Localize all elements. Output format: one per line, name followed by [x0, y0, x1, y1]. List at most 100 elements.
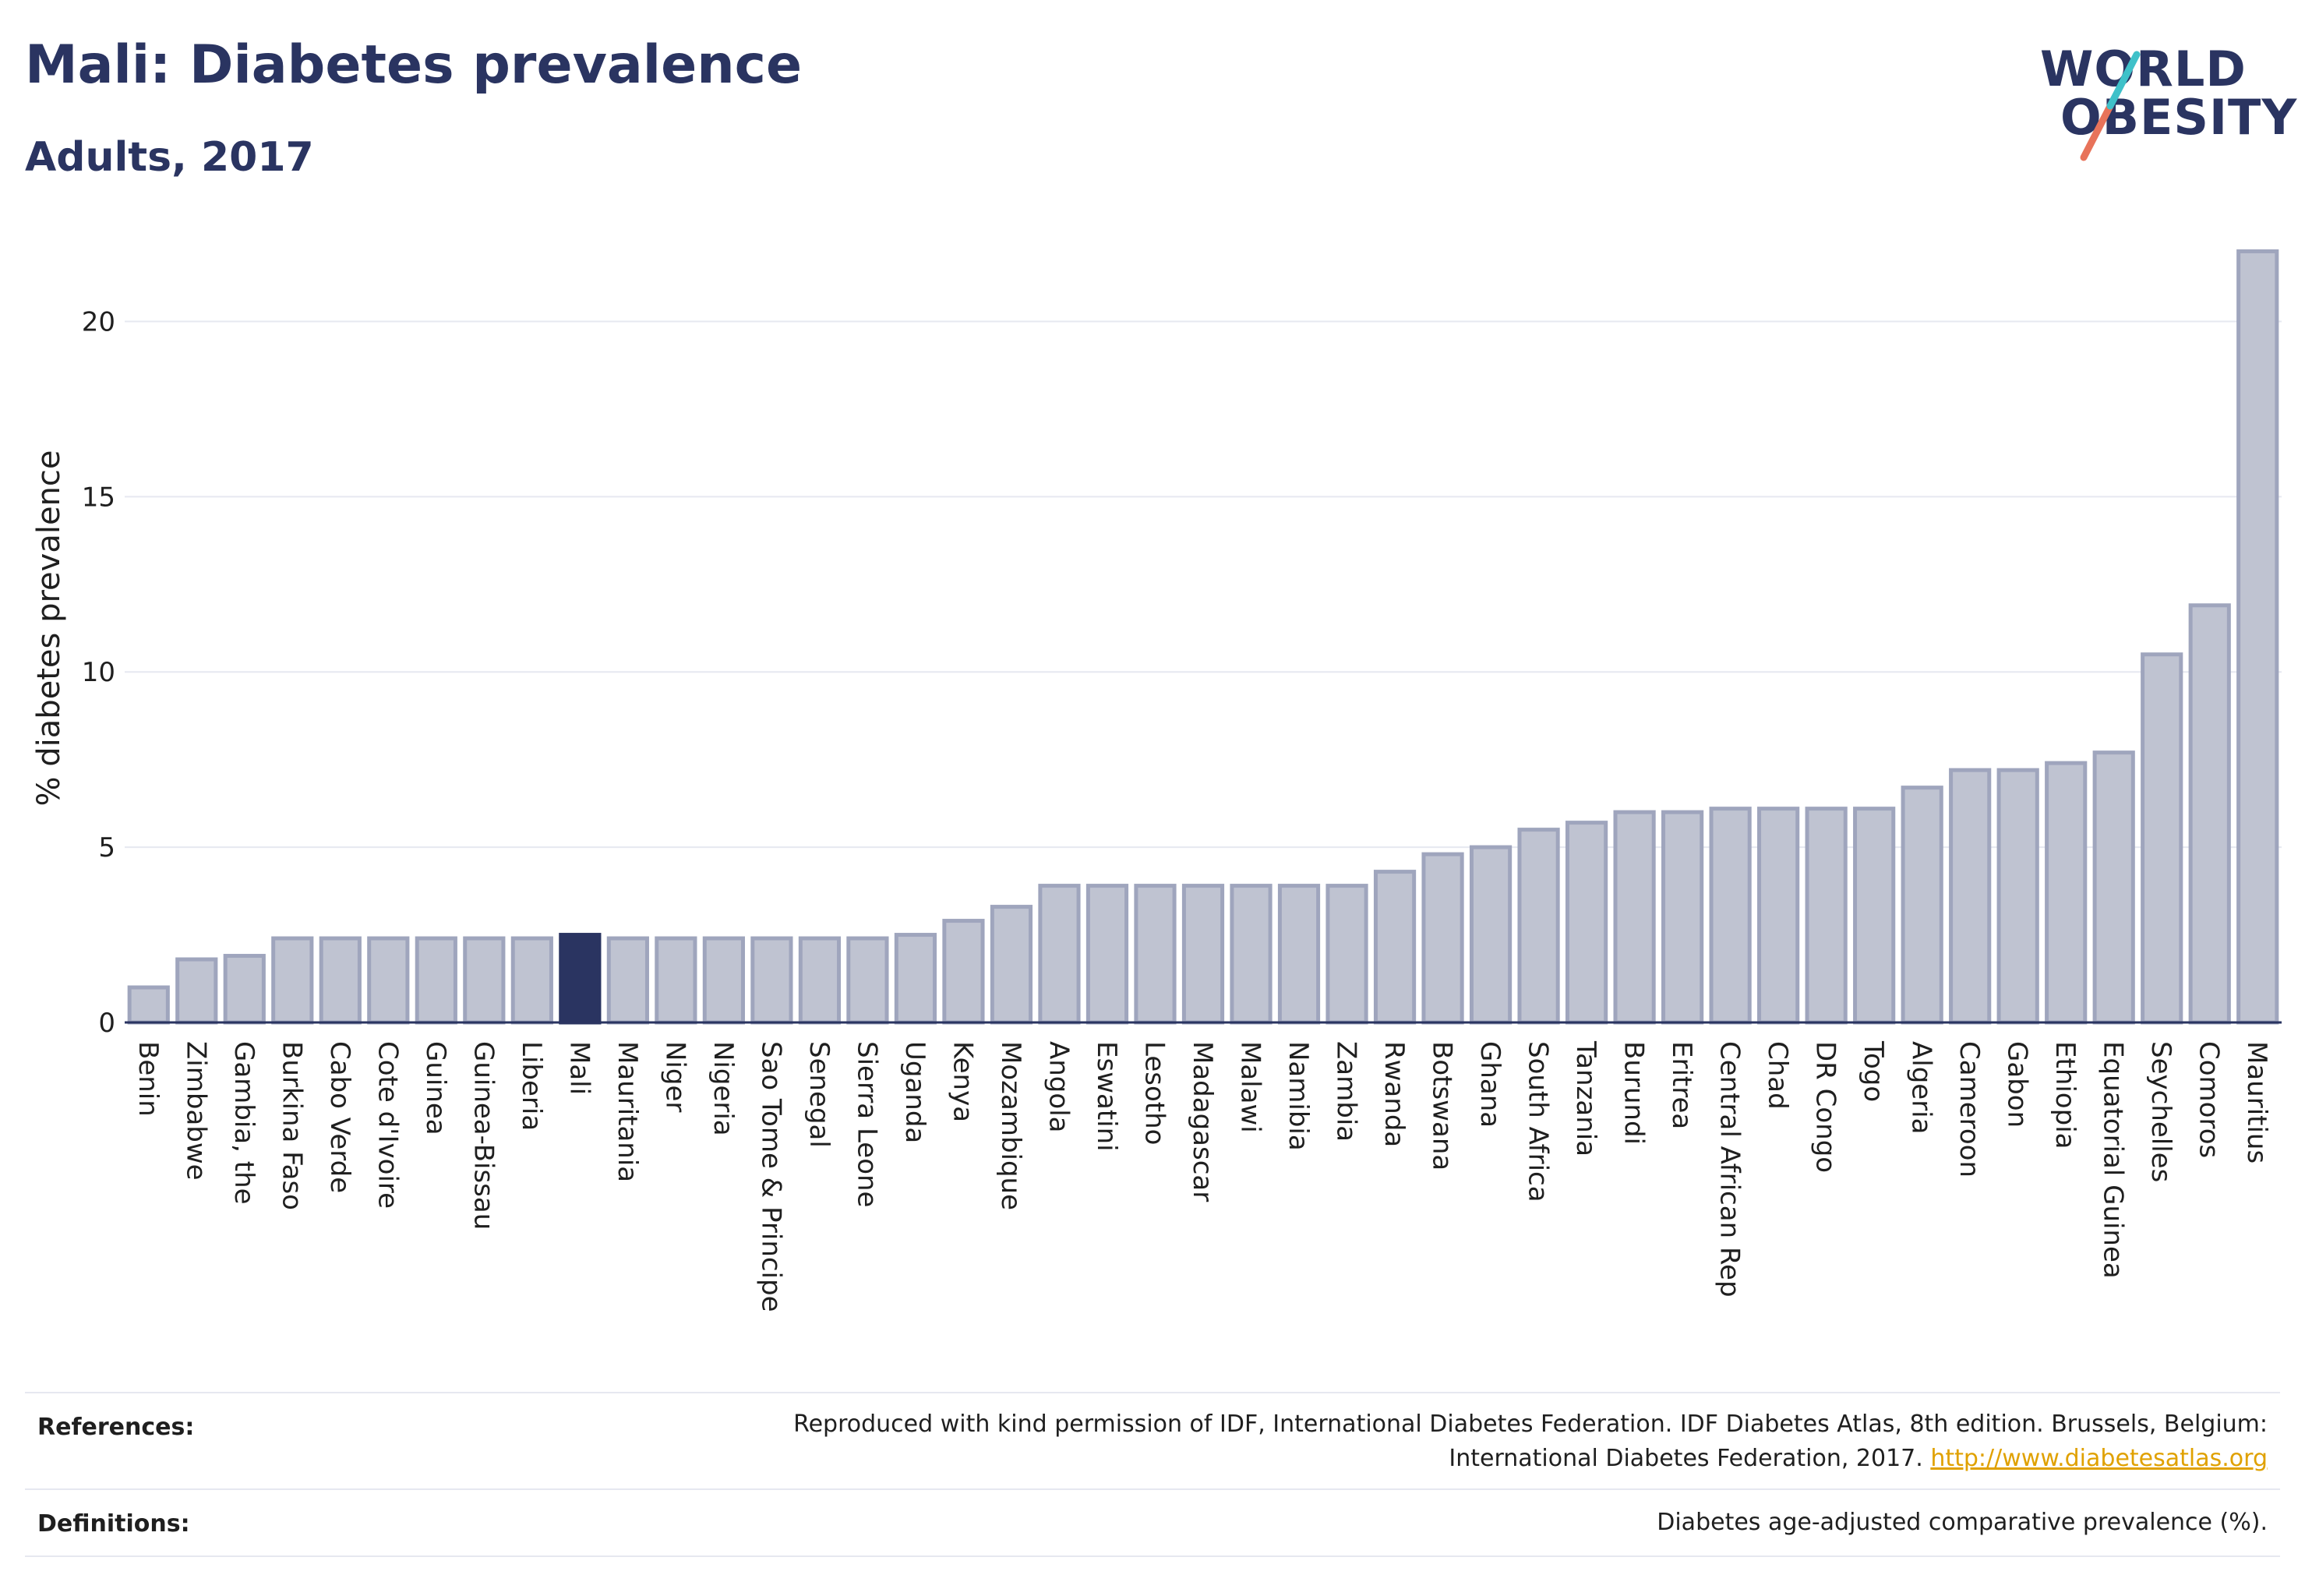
- bar: [223, 954, 266, 1025]
- bar: [1853, 807, 1896, 1025]
- logo-slash-icon: [2080, 51, 2141, 161]
- bar: [1085, 884, 1129, 1025]
- bar: [1613, 810, 1656, 1025]
- bar: [798, 936, 842, 1025]
- bar: [1709, 807, 1752, 1025]
- bar: [559, 933, 602, 1025]
- bar: [1277, 884, 1321, 1025]
- x-tick-label: Cameroon: [1954, 1041, 1985, 1178]
- bar: [2141, 652, 2183, 1025]
- bar: [1373, 870, 1417, 1025]
- x-tick-label: Mozambique: [995, 1041, 1026, 1210]
- x-tick-label: Tanzania: [1570, 1040, 1601, 1156]
- x-tick-label: Cabo Verde: [324, 1041, 355, 1193]
- x-tick-label: Uganda: [899, 1041, 930, 1143]
- bar: [127, 985, 170, 1025]
- x-tick-label: Gabon: [2002, 1041, 2033, 1128]
- references-label: References:: [37, 1414, 195, 1441]
- x-tick-label: Togo: [1858, 1040, 1889, 1102]
- x-tick-label: Comoros: [2194, 1041, 2225, 1158]
- x-tick-label: Senegal: [803, 1041, 835, 1148]
- bar: [1901, 786, 1943, 1025]
- x-tick-label: Cote d'Ivoire: [372, 1041, 403, 1209]
- references-line-2: International Diabetes Federation, 2017.: [1449, 1445, 1923, 1472]
- y-axis-title: % diabetes prevalence: [31, 450, 67, 806]
- bar: [1421, 852, 1464, 1025]
- bar-chart: 0 5 10 15 20 % diabetes prevalence Benin Zimbab…: [31, 249, 2282, 1312]
- x-tick-label: Lesotho: [1138, 1041, 1170, 1145]
- bar: [1469, 845, 1513, 1025]
- bar: [1949, 768, 1992, 1025]
- x-tick-label: Burkina Faso: [276, 1041, 307, 1210]
- bar: [367, 936, 410, 1025]
- x-tick-label: Gambia, the: [228, 1041, 259, 1205]
- references-section: References: Reproduced with kind permiss…: [25, 1392, 2280, 1563]
- bar: [1996, 768, 2039, 1025]
- bar: [1038, 884, 1081, 1025]
- x-tick-label: Madagascar: [1187, 1041, 1218, 1202]
- x-tick-label: Burundi: [1618, 1041, 1650, 1145]
- x-tick-label: DR Congo: [1810, 1041, 1841, 1173]
- bar: [606, 936, 649, 1025]
- x-tick-label: Nigeria: [708, 1041, 739, 1136]
- x-tick-label: Kenya: [947, 1041, 978, 1122]
- divider: [25, 1392, 2280, 1393]
- x-tick-label: Angola: [1043, 1041, 1074, 1132]
- x-tick-label: Mauritania: [612, 1041, 643, 1182]
- x-tick-label: Malawi: [1235, 1041, 1266, 1133]
- bar: [1805, 807, 1848, 1025]
- bar: [271, 936, 314, 1025]
- bar: [990, 905, 1033, 1025]
- x-tick-label: Seychelles: [2145, 1041, 2176, 1182]
- x-tick-label: Central African Rep: [1714, 1041, 1746, 1298]
- bar: [2188, 603, 2231, 1025]
- bar: [750, 936, 793, 1025]
- x-tick-label: Algeria: [1906, 1041, 1937, 1134]
- x-tick-label: Namibia: [1283, 1041, 1314, 1151]
- references-text: Reproduced with kind permission of IDF, …: [475, 1407, 2268, 1476]
- divider: [25, 1488, 2280, 1490]
- logo-line-1: WORLD: [2040, 41, 2247, 97]
- x-tick-label: Rwanda: [1378, 1041, 1410, 1147]
- x-tick-label: Guinea: [420, 1041, 451, 1135]
- bar: [894, 933, 937, 1025]
- bar: [2092, 750, 2135, 1025]
- world-obesity-logo[interactable]: WORLD OBESITY: [2040, 34, 2296, 167]
- x-tick-label: Liberia: [516, 1041, 547, 1131]
- y-tick-label: 5: [98, 832, 115, 863]
- chart-subtitle: Adults, 2017: [25, 134, 314, 181]
- bar: [1134, 884, 1177, 1025]
- x-tick-label: Sierra Leone: [851, 1041, 882, 1207]
- x-tick-label: Niger: [659, 1041, 690, 1112]
- x-tick-label: Botswana: [1427, 1041, 1458, 1171]
- definitions-text: Diabetes age-adjusted comparative preval…: [1657, 1509, 2268, 1536]
- bar: [942, 919, 985, 1025]
- bar: [463, 936, 506, 1025]
- x-tick-label: Ethiopia: [2049, 1041, 2081, 1149]
- y-tick-label: 10: [82, 657, 115, 688]
- references-link[interactable]: http://www.diabetesatlas.org: [1930, 1445, 2268, 1472]
- x-tick-label: Eritrea: [1666, 1041, 1697, 1129]
- x-tick-label: Ghana: [1474, 1041, 1505, 1128]
- bar: [846, 936, 889, 1025]
- x-tick-label: South Africa: [1523, 1041, 1554, 1202]
- x-tick-label: Benin: [132, 1041, 164, 1117]
- x-tick-label: Zambia: [1331, 1041, 1362, 1142]
- bar: [2236, 249, 2279, 1025]
- y-tick-label: 20: [82, 306, 115, 337]
- x-tick-label: Chad: [1762, 1041, 1793, 1110]
- x-tick-label: Equatorial Guinea: [2098, 1041, 2129, 1279]
- y-tick-label: 15: [82, 482, 115, 513]
- bar: [1325, 884, 1368, 1025]
- bar: [1757, 807, 1800, 1025]
- definitions-label: Definitions:: [37, 1510, 190, 1538]
- bar: [319, 936, 362, 1025]
- bar: [1661, 810, 1704, 1025]
- bar: [415, 936, 457, 1025]
- x-tick-label: Mauritius: [2241, 1041, 2272, 1163]
- bar: [1517, 828, 1560, 1025]
- bar: [1230, 884, 1273, 1025]
- x-tick-label: Guinea-Bissau: [468, 1041, 499, 1230]
- bar: [655, 936, 697, 1025]
- divider: [25, 1555, 2280, 1557]
